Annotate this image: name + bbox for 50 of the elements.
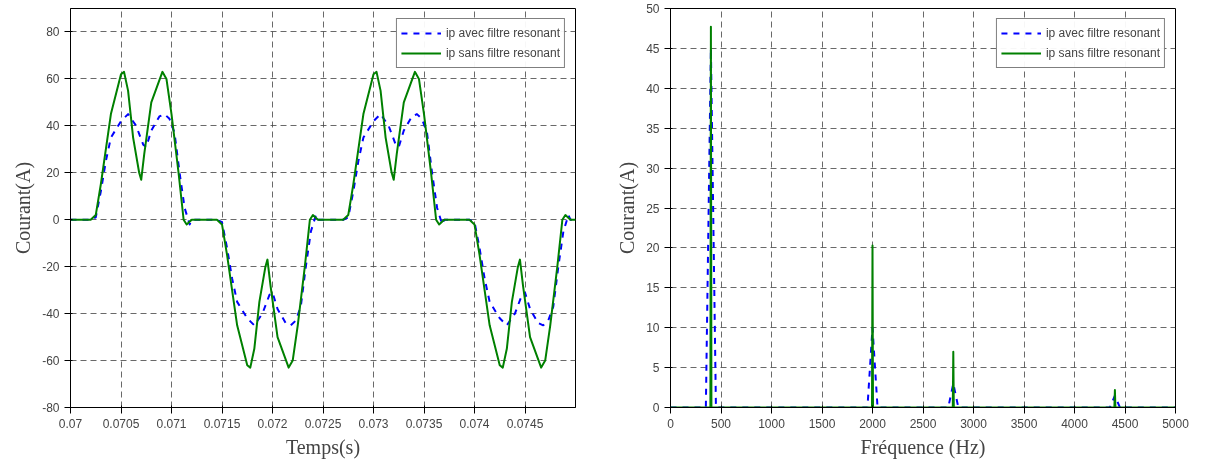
y-tick-label: 25 [646, 201, 660, 216]
y-tick-label: 15 [646, 281, 660, 296]
y-tick-label: 40 [646, 81, 660, 96]
line-series [70, 70, 576, 369]
x-tick-label: 3500 [1010, 416, 1038, 431]
x-tick-label: 0.073 [358, 416, 389, 431]
legend-label: ip avec filtre resonant [445, 26, 560, 40]
x-tick-label: 2500 [909, 416, 937, 431]
x-axis-title: Temps(s) [285, 435, 361, 459]
x-tick-label: 0.072 [257, 416, 288, 431]
y-tick-label: 80 [46, 25, 60, 40]
legend-label: ip avec filtre resonant [1045, 26, 1160, 40]
x-tick-label: 1000 [758, 416, 786, 431]
y-tick-label: 20 [646, 241, 660, 256]
legend-label: ip sans filtre resonant [445, 46, 560, 60]
y-axis-title: Courant(A) [12, 161, 36, 255]
y-tick-label: 40 [46, 119, 60, 134]
legend-label: ip sans filtre resonant [1045, 46, 1160, 60]
y-tick-label: 20 [46, 166, 60, 181]
y-tick-label: 45 [646, 41, 660, 56]
y-tick-label: 0 [652, 401, 660, 415]
y-tick-label: 60 [46, 72, 60, 87]
x-axis-title: Fréquence (Hz) [860, 435, 986, 459]
y-axis-title: Courant(A) [616, 161, 640, 255]
x-tick-label: 500 [710, 416, 732, 431]
y-tick-label: 0 [52, 213, 60, 228]
x-tick-label: 4000 [1061, 416, 1089, 431]
x-tick-label: 5000 [1162, 416, 1190, 431]
y-tick-label: 50 [646, 2, 660, 16]
x-tick-label: 0.0725 [304, 416, 342, 431]
x-tick-label: 1500 [808, 416, 836, 431]
y-tick-label: 10 [646, 321, 660, 336]
y-tick-label: -80 [42, 401, 60, 415]
y-tick-label: -40 [42, 307, 60, 322]
x-tick-label: 0.074 [459, 416, 490, 431]
x-tick-label: 0.07 [58, 416, 83, 431]
y-tick-label: -60 [42, 354, 60, 369]
x-tick-label: 2000 [859, 416, 887, 431]
x-tick-label: 0 [667, 416, 675, 431]
y-tick-label: -20 [42, 260, 60, 275]
x-tick-label: 0.0735 [405, 416, 443, 431]
y-tick-label: 5 [652, 361, 660, 376]
x-tick-label: 0.0705 [102, 416, 140, 431]
y-tick-label: 35 [646, 121, 660, 136]
x-tick-label: 0.071 [156, 416, 187, 431]
x-tick-label: 3000 [960, 416, 988, 431]
x-tick-label: 0.0715 [203, 416, 241, 431]
y-tick-label: 30 [646, 161, 660, 176]
x-tick-label: 0.0745 [506, 416, 544, 431]
x-tick-label: 4500 [1111, 416, 1139, 431]
